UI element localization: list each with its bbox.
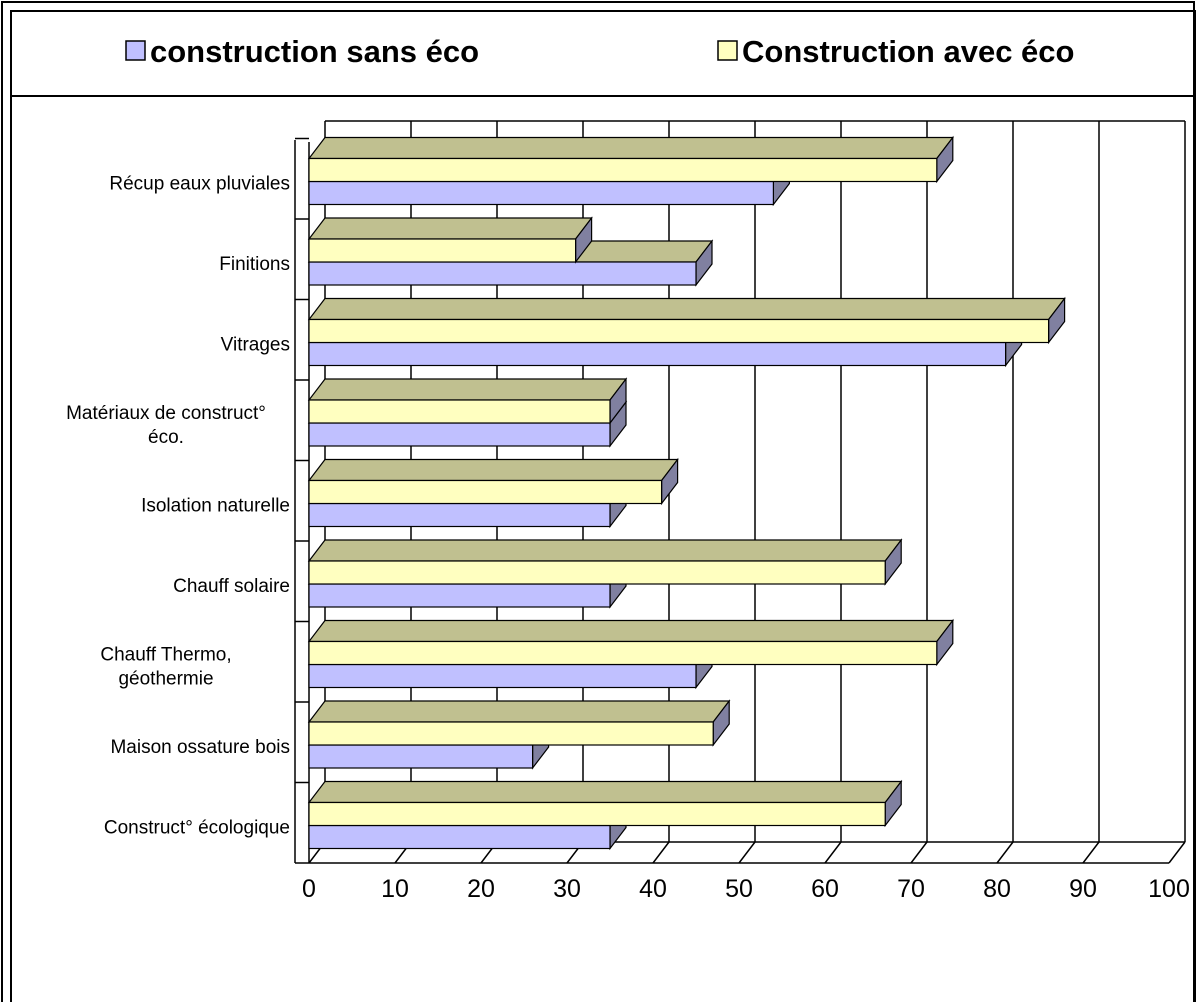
- legend-label-1: Construction avec éco: [742, 34, 1074, 69]
- category-label-8: Construct° écologique: [104, 818, 290, 839]
- bar-avec-eco-8-top: [307, 780, 903, 804]
- category-label-4: Isolation naturelle: [141, 496, 290, 517]
- x-tick-label-10: 100: [1148, 875, 1190, 903]
- bar-avec-eco-3: [307, 377, 628, 425]
- bar-avec-eco-2: [307, 296, 1066, 345]
- plot-area: 0 10 20 30 40 50 60 70 80 90 100 Récup eaux pluvial…: [66, 120, 1190, 903]
- legend-label-0: construction sans éco: [150, 34, 479, 69]
- bar-sans-eco-1-front: [308, 261, 697, 286]
- bar-avec-eco-6: [307, 618, 955, 667]
- bar-avec-eco-8: [307, 779, 903, 828]
- category-label-3-line-0: Matériaux de construct°: [66, 403, 266, 424]
- category-label-5: Chauff solaire: [173, 576, 290, 597]
- bar-avec-eco-4-front: [308, 479, 663, 505]
- bar-avec-eco-0: [307, 135, 955, 184]
- category-label-6-line-0: Chauff Thermo,: [100, 645, 231, 666]
- category-label-3-line-1: éco.: [148, 427, 184, 448]
- bar-sans-eco-8-front: [308, 824, 611, 850]
- bar-sans-eco-6-front: [308, 663, 697, 689]
- x-tick-label-4: 40: [639, 875, 667, 903]
- category-label-6-line-1: géothermie: [118, 669, 213, 690]
- bar-sans-eco-0-front: [308, 180, 774, 206]
- x-tick-label-1: 10: [381, 875, 409, 903]
- legend: construction sans éco Construction avec é…: [125, 34, 1074, 69]
- bar-avec-eco-5-front: [308, 560, 886, 585]
- floor-line-9: [1082, 841, 1100, 864]
- bar-avec-eco-1: [307, 216, 593, 264]
- category-label-7: Maison ossature bois: [110, 737, 290, 758]
- bar-avec-eco-1-front: [308, 238, 577, 263]
- category-label-1: Finitions: [219, 254, 290, 275]
- x-tick-label-9: 90: [1069, 875, 1097, 903]
- legend-swatch-0: [125, 40, 146, 61]
- category-label-0: Récup eaux pluviales: [109, 174, 290, 195]
- bar-avec-eco-3-top: [307, 378, 628, 401]
- floor-line-8: [996, 841, 1014, 864]
- bar-sans-eco-3-front: [308, 422, 611, 447]
- x-tick-label-0: 0: [302, 875, 316, 903]
- bar-avec-eco-0-front: [308, 157, 938, 183]
- x-tick-label-3: 30: [553, 875, 581, 903]
- bar-avec-eco-3-front: [308, 399, 611, 424]
- bar-avec-eco-2-front: [308, 318, 1050, 344]
- bar-avec-eco-7-top: [307, 700, 731, 723]
- bar-avec-eco-7-front: [308, 721, 714, 746]
- floor-line-6: [824, 841, 842, 864]
- bar-avec-eco-4-top: [307, 458, 679, 482]
- bar-avec-eco-8-front: [308, 801, 886, 827]
- bar-avec-eco-2-top: [307, 297, 1066, 321]
- bar-avec-eco-1-top: [307, 217, 593, 240]
- bar-sans-eco-4-front: [308, 502, 611, 528]
- bar-sans-eco-7-front: [308, 744, 534, 769]
- bar-avec-eco-6-front: [308, 640, 938, 666]
- x-tick-label-2: 20: [467, 875, 495, 903]
- x-tick-label-7: 70: [897, 875, 925, 903]
- x-tick-label-8: 80: [983, 875, 1011, 903]
- bar-sans-eco-5-front: [308, 583, 611, 608]
- bar-avec-eco-6-top: [307, 619, 955, 643]
- bar-sans-eco-2-front: [308, 341, 1007, 367]
- bar-avec-eco-5: [307, 538, 903, 586]
- floor-line-5: [738, 841, 756, 864]
- bar-avec-eco-7: [307, 699, 731, 747]
- bar-avec-eco-0-top: [307, 136, 955, 160]
- bar-avec-eco-5-top: [307, 539, 903, 562]
- bar-avec-eco-4: [307, 457, 679, 506]
- x-tick-label-5: 50: [725, 875, 753, 903]
- floor-line-7: [910, 841, 928, 864]
- floor-line-4: [652, 841, 670, 864]
- legend-swatch-1: [717, 40, 738, 61]
- x-tick-label-6: 60: [811, 875, 839, 903]
- category-label-2: Vitrages: [221, 335, 290, 356]
- floor-line-10: [1168, 841, 1186, 864]
